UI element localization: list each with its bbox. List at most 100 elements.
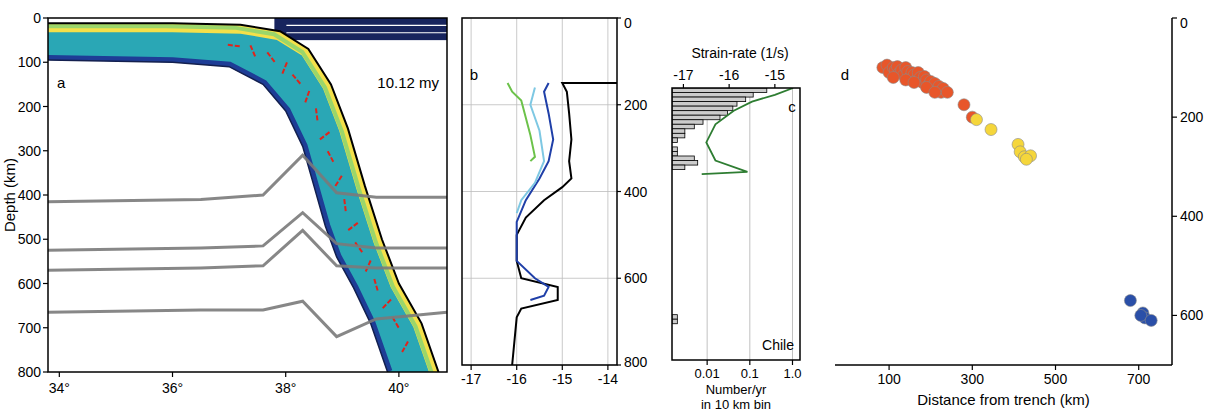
axis-title: Distance from trench (km) (917, 391, 1090, 408)
histogram-bar (672, 120, 703, 125)
tick (43, 371, 48, 372)
earthquake-point (1145, 314, 1157, 326)
stress-axis (267, 52, 276, 63)
earthquake-point (1020, 153, 1032, 165)
tick (43, 327, 48, 328)
tick-label: -15 (765, 67, 785, 83)
tick (43, 150, 48, 151)
tick-label: 38° (275, 380, 296, 396)
tick-label: -16 (719, 67, 739, 83)
axis-title: in 10 km bin (701, 397, 771, 412)
tick-label: 500 (1044, 371, 1068, 387)
tick (617, 191, 621, 192)
earthquake-point (929, 86, 941, 98)
histogram-bar (672, 165, 685, 170)
tick-label: 600 (18, 276, 42, 292)
stress-axis (334, 176, 341, 188)
tick (43, 106, 48, 107)
earthquake-point (985, 124, 997, 136)
tick (707, 360, 708, 365)
histogram-bar (672, 161, 698, 166)
tick-label: 34° (49, 380, 70, 396)
phase-boundary (48, 230, 447, 270)
overriding-plate (274, 18, 447, 40)
axis-title: Depth (km) (1, 158, 18, 232)
profile-line (508, 83, 535, 161)
histogram-bar (672, 129, 685, 134)
tick (972, 365, 973, 370)
tick-label: 800 (18, 364, 42, 380)
panel-letter: a (57, 74, 66, 91)
tick (1172, 17, 1177, 18)
tick-label: -15 (552, 371, 572, 387)
y-axis-line (1171, 18, 1173, 365)
tick-label: 36° (162, 380, 183, 396)
histogram-bar (672, 93, 753, 98)
earthquake-point (887, 71, 899, 83)
tick (774, 84, 775, 88)
stress-axis (328, 151, 335, 163)
stress-axis (305, 91, 310, 104)
tick (43, 62, 48, 63)
stress-axis (355, 242, 363, 253)
plot-frame (672, 88, 800, 360)
tick-label: 700 (1127, 371, 1151, 387)
stress-axis (282, 62, 287, 75)
grid-line (462, 104, 617, 105)
plot-area (877, 59, 1157, 326)
histogram-bar (672, 147, 677, 152)
plot-area (672, 88, 793, 324)
tick (1172, 315, 1177, 316)
histogram-bar (672, 102, 737, 107)
plate-layer (286, 25, 447, 26)
tick-label: 200 (624, 97, 648, 113)
phase-boundary (48, 213, 447, 251)
histogram-bar (672, 151, 677, 156)
tick-label: 0 (624, 15, 632, 31)
tick-label: 1.0 (783, 366, 801, 381)
strain-rate-line (702, 88, 793, 174)
histogram-bar (672, 319, 677, 324)
annotation: 10.12 my (377, 74, 439, 91)
tick-label: 0.01 (694, 366, 719, 381)
tick-label: 500 (18, 231, 42, 247)
stress-axis (344, 199, 346, 213)
tick-label: 40° (388, 380, 409, 396)
tick (607, 365, 608, 370)
slab-bottom-band (48, 60, 388, 372)
histogram-bar (672, 138, 677, 143)
histogram-bar (672, 156, 694, 161)
tick (562, 365, 563, 370)
tick (516, 365, 517, 370)
slab-bottom (48, 60, 388, 372)
panel-letter: c (788, 98, 796, 115)
earthquake-point (1124, 295, 1136, 307)
tick (617, 364, 621, 365)
histogram-bar (672, 124, 694, 129)
tick (617, 104, 621, 105)
tick (792, 360, 793, 365)
stress-axis (381, 299, 391, 309)
profile-line (517, 83, 553, 300)
tick (43, 239, 48, 240)
figure: 010020030040050060070080034°36°38°40°Dep… (0, 0, 1219, 417)
stress-axis (318, 132, 329, 140)
grid-line (462, 278, 617, 279)
histogram-bar (672, 97, 746, 102)
tick (285, 372, 286, 377)
stress-axis (228, 45, 242, 47)
plot-area (508, 83, 617, 365)
stress-axis (316, 108, 318, 122)
tick-label: -16 (507, 371, 527, 387)
x-axis-line (835, 364, 1172, 366)
tick (43, 17, 48, 18)
tick-label: 300 (961, 371, 985, 387)
tick (749, 360, 750, 365)
tick (172, 372, 173, 377)
tick-label: 200 (18, 99, 42, 115)
tick (617, 278, 621, 279)
tick-label: 0 (1180, 15, 1188, 31)
tick-label: 700 (18, 320, 42, 336)
tick-label: 100 (877, 371, 901, 387)
earthquake-point (958, 99, 970, 111)
